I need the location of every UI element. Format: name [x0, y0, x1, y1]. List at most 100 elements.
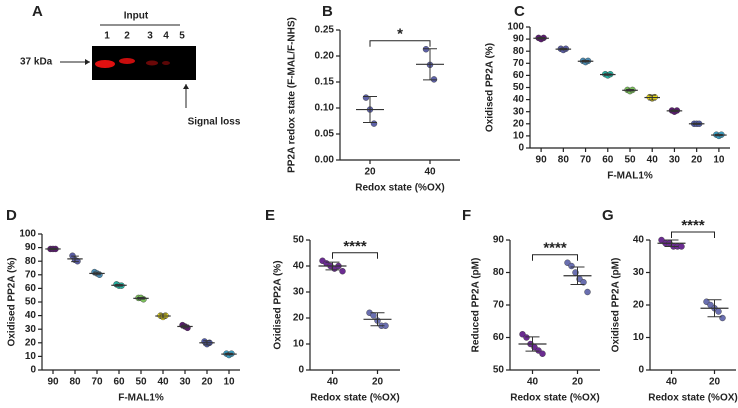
y-tick-label: 20	[513, 118, 525, 129]
significance-bracket	[671, 231, 715, 238]
significance-label: ****	[543, 240, 567, 257]
data-point	[568, 262, 575, 270]
data-point	[339, 268, 346, 275]
y-tick-label: 10	[633, 332, 645, 343]
x-tick-label: 10	[713, 155, 725, 166]
lane-label: 2	[124, 31, 130, 42]
y-tick-label: 30	[633, 267, 645, 278]
data-point	[678, 243, 685, 250]
y-tick-label: 40	[513, 94, 525, 105]
data-point	[523, 334, 530, 341]
data-point	[715, 308, 722, 315]
significance-label: *	[397, 26, 403, 43]
y-tick-label: 90	[25, 242, 37, 253]
blot-title: Input	[124, 11, 149, 22]
x-tick-label: 70	[91, 377, 103, 388]
x-tick-label: 80	[69, 377, 81, 388]
error-bar	[71, 255, 79, 263]
y-tick-label: 40	[633, 235, 645, 246]
x-tick-label: 60	[113, 377, 125, 388]
lane-label: 5	[179, 31, 185, 42]
x-tick-label: 30	[669, 155, 681, 166]
error-bar	[423, 48, 437, 81]
y-axis-label: Oxidised PP2A (%)	[273, 260, 284, 349]
x-tick-label: 20	[572, 377, 584, 388]
y-tick-label: 90	[493, 235, 505, 246]
error-bar	[203, 340, 211, 346]
panel-letter: F	[462, 207, 471, 224]
y-axis-label: Oxidised PP2A (%)	[485, 43, 496, 132]
panel-letter: E	[265, 207, 275, 224]
panel-letter: C	[514, 3, 525, 20]
x-tick-label: 80	[558, 155, 570, 166]
y-tick-label: 100	[507, 22, 524, 33]
error-bar	[49, 247, 57, 251]
y-tick-label: 60	[513, 70, 525, 81]
y-tick-label: 0.10	[315, 103, 335, 114]
data-point	[539, 350, 546, 357]
x-tick-label: 40	[666, 377, 678, 388]
y-tick-label: 0	[518, 143, 524, 154]
lane-label: 3	[147, 31, 153, 42]
error-bar	[159, 313, 167, 319]
x-tick-label: 40	[157, 377, 169, 388]
y-tick-label: 80	[513, 46, 525, 57]
y-tick-label: 10	[293, 339, 305, 350]
x-tick-label: 60	[602, 155, 614, 166]
error-bar	[137, 297, 145, 300]
y-tick-label: 50	[513, 82, 525, 93]
x-tick-label: 40	[527, 377, 539, 388]
band	[162, 61, 170, 65]
significance-label: ****	[343, 238, 367, 255]
error-bar	[559, 47, 568, 51]
band	[146, 60, 158, 66]
panel-letter: D	[6, 207, 17, 224]
x-tick-label: 40	[424, 167, 436, 178]
panel-letter: A	[32, 3, 43, 20]
data-point	[430, 76, 438, 83]
lane-label: 1	[104, 31, 110, 42]
y-tick-label: 100	[19, 229, 36, 240]
y-tick-label: 20	[633, 300, 645, 311]
y-tick-label: 30	[25, 324, 37, 335]
x-axis-label: Redox state (%OX)	[648, 393, 737, 404]
y-axis-label: Oxidised PP2A (%)	[7, 257, 18, 346]
error-bar	[692, 122, 701, 125]
y-tick-label: 80	[25, 256, 37, 267]
arrowhead	[183, 84, 189, 89]
y-axis-label: Reduced PP2A (pM)	[471, 258, 482, 353]
x-tick-label: 20	[691, 155, 703, 166]
y-tick-label: 70	[493, 300, 505, 311]
error-bar	[225, 352, 233, 356]
data-point	[580, 279, 587, 286]
y-axis-label: PP2A redox state (F-MAL/F-NHS)	[287, 17, 298, 173]
y-tick-label: 0	[30, 365, 36, 376]
error-bar	[581, 60, 590, 63]
data-point	[719, 314, 726, 322]
x-tick-label: 70	[580, 155, 592, 166]
error-bar	[537, 37, 545, 40]
x-tick-label: 10	[223, 377, 235, 388]
x-tick-label: 30	[179, 377, 191, 388]
y-tick-label: 40	[293, 261, 305, 272]
error-bar	[626, 89, 634, 92]
error-bar	[603, 73, 612, 76]
error-bar	[115, 283, 123, 287]
y-tick-label: 90	[513, 34, 525, 45]
y-tick-label: 70	[513, 58, 525, 69]
y-tick-label: 0.20	[315, 51, 335, 62]
x-tick-label: 50	[624, 155, 636, 166]
x-tick-label: 20	[201, 377, 213, 388]
arrowhead	[85, 59, 90, 65]
x-tick-label: 40	[647, 155, 659, 166]
significance-bracket	[369, 40, 431, 47]
y-tick-label: 80	[493, 267, 505, 278]
data-point	[584, 288, 591, 296]
y-axis-label: Oxidised PP2A (pM)	[611, 258, 622, 353]
x-axis-label: F-MAL1%	[607, 171, 653, 182]
error-bar	[363, 96, 377, 124]
significance-label: ****	[681, 217, 705, 234]
y-tick-label: 20	[25, 337, 37, 348]
x-axis-label: Redox state (%OX)	[355, 183, 444, 194]
